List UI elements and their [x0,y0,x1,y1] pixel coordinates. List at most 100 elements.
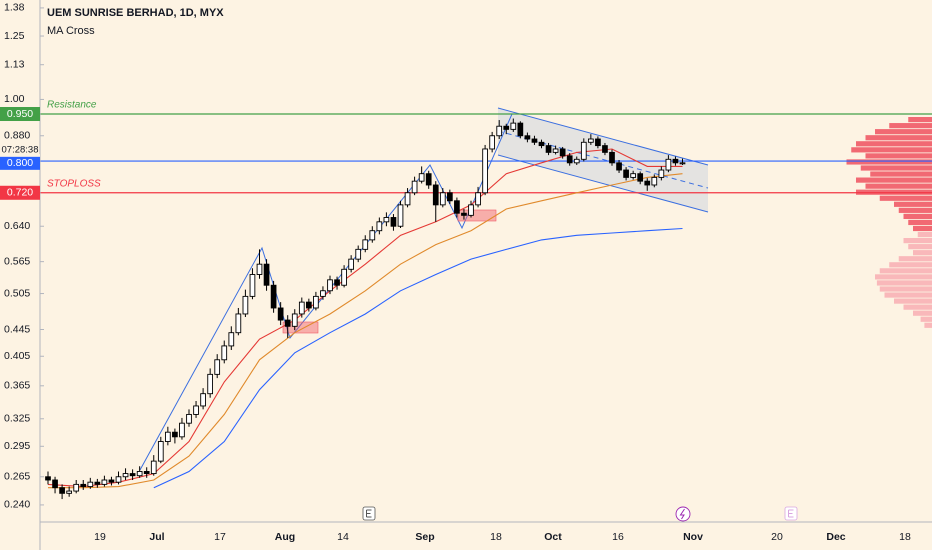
x-tick-label: Aug [275,531,295,543]
volume-profile-bar [908,219,932,226]
level-name: Resistance [47,100,97,111]
price-badge [0,185,40,200]
candle-body [150,460,157,475]
icon-glyph [679,508,685,520]
candle-body [45,476,51,481]
candle-body [482,148,488,194]
candle-body [291,313,298,327]
candle-body [59,487,65,494]
candle-body [108,479,115,483]
last-price-badge [0,156,40,170]
candle-body [263,263,270,286]
candle-body [602,145,608,153]
x-tick-label: Jul [149,531,164,543]
channel-top [497,107,709,166]
volume-profile-bar [924,322,932,328]
x-tick-label: 20 [771,531,783,543]
volume-profile-bar [884,292,932,298]
candle-body [341,268,347,286]
x-tick-label: 16 [612,531,624,543]
earnings-icon[interactable] [784,506,798,521]
candle-body [573,158,580,164]
candle-body [179,422,185,438]
volume-profile-bar [903,213,932,219]
candle-body [432,184,439,206]
candle-body [242,295,249,315]
price-badge [0,107,40,122]
candle-body [249,274,256,297]
icon-circle[interactable] [675,506,691,522]
price-badge-label: 0.950 [7,108,33,120]
volume-profile-bar [898,256,932,262]
x-tick-label: Dec [826,531,845,543]
volume-profile-bar [865,135,932,141]
candle-body [214,359,221,375]
y-tick-label: 0.405 [4,350,30,362]
y-tick-label: 0.240 [4,499,30,511]
volume-profile-bar [865,183,932,189]
candle-body [397,204,404,227]
candle-body [221,345,228,361]
candle-body [538,141,545,147]
candle-body [679,162,686,165]
candle-body [87,481,94,488]
candle-body [623,169,629,178]
candle-body [94,481,101,485]
countdown-label: 07:28:38 [2,144,39,155]
chart-title: UEM SUNRISE BERHAD, 1D, MYX [47,7,224,19]
candle-body [580,141,587,160]
y-tick-label: 0.365 [4,380,30,392]
candle-body [531,138,538,143]
candle-body [270,284,277,309]
candle-body [129,473,136,477]
volume-profile-bar [879,286,932,292]
candle-body [566,155,573,164]
candle-body [122,473,129,478]
y-tick-label: 0.565 [4,255,30,267]
volume-profile-bar [875,274,932,280]
candle-body [489,135,496,150]
candle-body [186,413,192,424]
volume-profile-bar [917,231,932,238]
candle-body [524,135,531,140]
candle-body [588,138,594,143]
y-tick-label: 0.295 [4,440,30,452]
candle-body [475,192,481,206]
volume-profile-bar [908,117,932,123]
candle-body [157,441,164,462]
volume-profile-bar [856,141,932,147]
volume-profile-bar [889,123,932,129]
volume-profile-bar [860,165,932,171]
dividend-icon[interactable] [675,506,691,522]
candle-body [313,295,319,309]
plot-area [40,107,932,500]
candle-body [355,248,362,260]
candle-body [447,192,453,202]
candle-body [369,230,376,241]
candle-body [256,263,263,275]
candle-body [658,169,665,178]
volume-profile-bar [846,159,932,165]
x-tick-label: 19 [94,531,106,543]
x-tick-label: Sep [415,531,434,543]
moving-average-line [48,173,683,489]
volume-profile-bar [865,153,932,159]
candle-body [362,239,369,250]
y-tick-label: 1.25 [4,30,25,42]
candle-body [207,373,214,395]
y-tick-label: 0.325 [4,413,30,425]
x-tick-label: Oct [544,531,562,543]
moving-average-line [153,227,683,489]
level-name: STOPLOSS [47,178,101,189]
last-price-label: 0.800 [7,157,33,169]
earnings-icon[interactable] [362,506,376,521]
highlight-box [282,321,319,334]
candle-body [390,217,397,227]
candle-body [468,204,474,216]
x-tick-label: 18 [899,531,911,543]
volume-profile-bar [913,250,932,256]
x-tick-label: 14 [337,531,349,543]
